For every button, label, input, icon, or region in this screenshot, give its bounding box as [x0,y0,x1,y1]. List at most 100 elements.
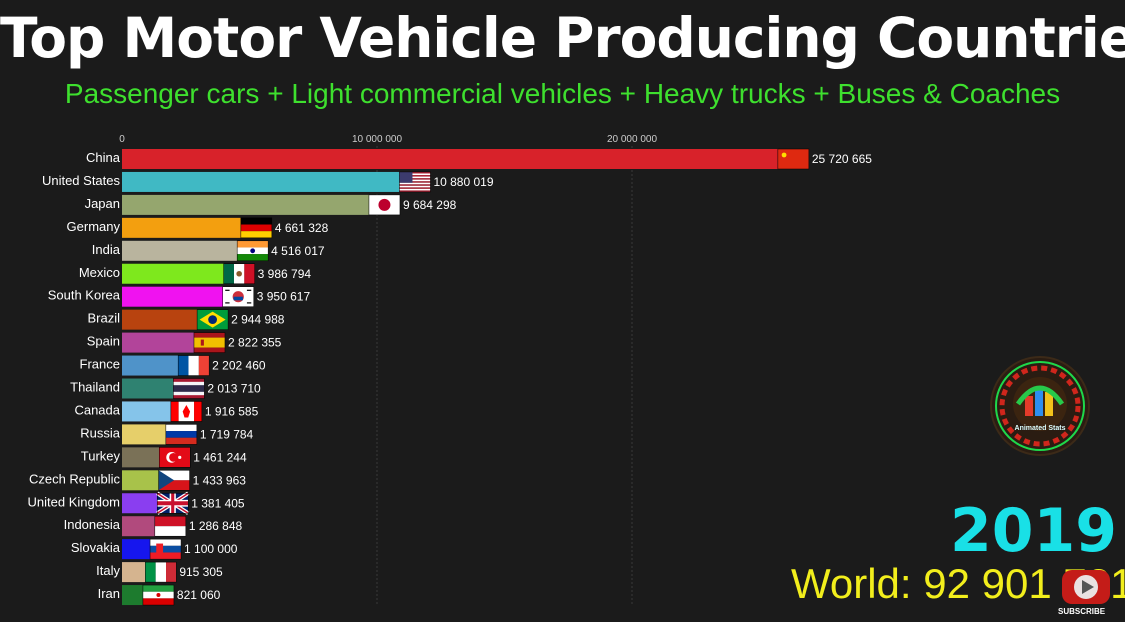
category-label: Germany [67,219,121,234]
value-label: 1 381 405 [191,496,245,510]
value-label: 2 013 710 [207,382,261,396]
bar-row: Japan 9 684 298 [85,194,457,216]
mexico-flag-icon [223,263,255,284]
value-label: 4 516 017 [271,244,325,258]
indonesia-flag-icon [154,515,187,537]
play-icon [1082,580,1094,594]
bar [122,240,238,261]
x-tick-label: 20 000 000 [607,134,657,145]
bar [122,585,143,606]
bar-row: Germany 4 661 328 [67,217,329,239]
value-label: 2 822 355 [228,336,282,350]
animated-stats-logo[interactable]: Animated Stats [988,354,1092,458]
x-axis-ticks: 0 10 000 000 20 000 000 [119,134,657,145]
bar [122,470,159,491]
bar-row: India 4 516 017 [92,240,325,262]
category-label: India [92,242,121,257]
value-label: 9 684 298 [403,198,457,212]
grid-lines [376,146,633,606]
category-label: Italy [96,563,120,578]
bar-row: Turkey 1 461 244 [81,447,247,468]
bar [122,493,158,514]
category-label: Japan [85,196,120,211]
bar [122,286,223,307]
bar-row: Russia 1 719 784 [80,424,254,445]
value-label: 25 720 665 [812,152,872,166]
category-label: Czech Republic [29,471,121,486]
value-label: 1 719 784 [200,427,254,441]
bar-row: Brazil 2 944 988 [87,309,285,330]
bar-row: France 2 202 460 [80,355,266,376]
czech-flag-icon [158,470,190,491]
bar [122,309,198,330]
bar [122,424,166,445]
x-tick-label: 0 [119,134,125,145]
bar [122,516,155,537]
russia-flag-icon [165,424,198,445]
bar [122,149,778,169]
bar [122,355,179,376]
category-label: Thailand [70,380,120,395]
bar-row: United States 10 880 019 [42,171,494,193]
value-label: 821 060 [177,588,221,602]
category-label: South Korea [48,288,121,303]
category-label: Turkey [81,448,121,463]
value-label: 1 461 244 [193,450,247,464]
category-label: Canada [74,402,120,417]
bars: China 25 720 665 United States 10 880 019 Ja… [28,148,872,606]
japan-flag-icon [368,194,401,216]
category-label: Mexico [79,265,120,280]
value-label: 2 944 988 [231,313,285,327]
value-label: 1 286 848 [189,519,243,533]
bar-row: Mexico 3 986 794 [79,263,311,284]
x-tick-label: 10 000 000 [352,134,402,145]
iran-flag-icon [142,584,175,606]
uk-flag-icon [156,491,190,515]
china-flag-icon [777,148,810,170]
category-label: China [86,150,121,165]
bar [122,332,194,353]
bar [122,171,400,192]
category-label: Russia [80,425,121,440]
bar-row: South Korea 3 950 617 [48,286,310,307]
turkey-flag-icon [159,447,191,468]
italy-flag-icon [145,561,177,583]
category-label: France [80,357,120,372]
value-label: 4 661 328 [275,221,329,235]
category-label: United Kingdom [28,494,121,509]
thailand-flag-icon [173,378,205,399]
india-flag-icon [236,240,269,262]
category-label: Iran [98,586,120,601]
bar-row: Canada 1 916 585 [74,401,259,422]
france-flag-icon [177,355,210,376]
bar [122,562,146,583]
logo-text: Animated Stats [1015,425,1066,432]
bar-row: Slovakia 1 100 000 [71,538,238,560]
bar [122,378,174,399]
slovakia-flag-icon [149,538,182,560]
year-label: 2019 [950,496,1117,566]
value-label: 1 433 963 [193,473,247,487]
bar [122,217,241,238]
bar [122,447,160,468]
bar [122,263,224,284]
bar-row: Czech Republic 1 433 963 [29,470,247,491]
category-label: Spain [87,334,120,349]
value-label: 2 202 460 [212,359,266,373]
south-korea-flag-icon [222,286,254,307]
bar-row: China 25 720 665 [86,148,872,170]
canada-flag-icon [170,401,203,422]
bar-row: Indonesia 1 286 848 [64,515,243,537]
bar-row: Spain 2 822 355 [87,332,282,353]
chart-subtitle: Passenger cars + Light commercial vehicl… [64,78,1061,109]
bar [122,539,151,560]
spain-flag-icon [193,332,226,353]
subscribe-button[interactable] [1056,566,1116,620]
value-label: 1 100 000 [184,542,238,556]
bar-row: Italy 915 305 [96,561,223,583]
bar-row: United Kingdom 1 381 405 [28,491,245,515]
value-label: 915 305 [179,565,223,579]
germany-flag-icon [240,217,273,239]
brazil-flag-icon [196,309,229,330]
